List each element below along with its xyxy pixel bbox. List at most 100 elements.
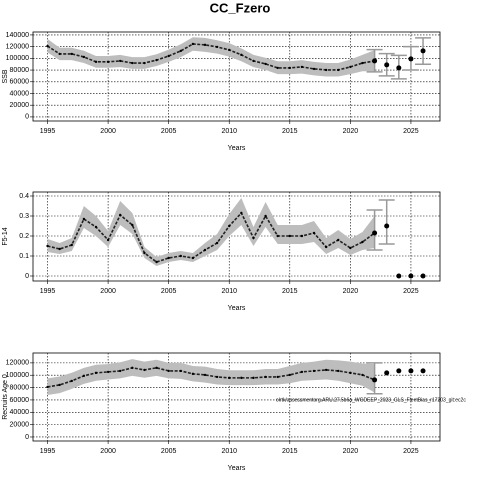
projection-point	[384, 223, 390, 229]
estimate-point	[264, 214, 267, 218]
estimate-point	[94, 371, 98, 375]
x-tick-label: 2020	[343, 288, 359, 295]
estimate-point	[300, 370, 304, 374]
estimate-point	[264, 62, 267, 66]
estimate-point	[119, 369, 122, 373]
y-tick-label: 20000	[10, 421, 30, 428]
estimate-point	[94, 60, 98, 64]
y-tick-label: 60000	[10, 79, 30, 86]
estimate-point	[215, 241, 219, 245]
estimate-point	[94, 225, 98, 229]
estimate-point	[361, 61, 364, 65]
estimate-point	[58, 247, 61, 251]
x-tick-label: 2000	[100, 128, 116, 135]
x-tick-label: 2015	[282, 448, 298, 455]
estimate-point	[119, 213, 122, 217]
x-tick-label: 2010	[221, 288, 237, 295]
x-tick-label: 2025	[403, 288, 419, 295]
estimate-point	[82, 374, 86, 378]
y-tick-label: 80000	[10, 384, 30, 391]
estimate-point	[337, 238, 340, 242]
projection-point	[372, 377, 378, 383]
estimate-point	[70, 379, 73, 383]
x-tick-label: 1995	[40, 288, 56, 295]
estimate-point	[300, 234, 304, 238]
estimate-point	[252, 236, 255, 240]
x-tick-label: 1995	[40, 448, 56, 455]
projection-point	[372, 58, 378, 64]
estimate-point	[58, 383, 61, 387]
estimate-point	[276, 66, 279, 70]
estimate-point	[288, 234, 291, 238]
y-axis-label: Recruits Age 0	[2, 374, 9, 420]
y-tick-label: 40000	[10, 409, 30, 416]
x-tick-label: 2025	[403, 448, 419, 455]
estimate-point	[82, 217, 86, 221]
estimate-point	[179, 254, 182, 258]
y-tick-label: 100000	[6, 372, 29, 379]
estimate-point	[264, 375, 267, 379]
estimate-point	[312, 67, 316, 71]
projection-point	[396, 273, 402, 279]
estimate-point	[324, 245, 328, 249]
annotation: olrtk/assessmentorg.ARU.27.5b6a_WGDEEP_2…	[276, 398, 466, 404]
estimate-point	[215, 375, 219, 379]
estimate-point	[119, 59, 122, 63]
figure-title: CC_Fzero	[210, 0, 271, 15]
x-tick-label: 1995	[40, 128, 56, 135]
projection-point	[420, 273, 426, 279]
estimate-point	[143, 251, 146, 255]
y-tick-label: 140000	[6, 32, 29, 39]
plot-frame	[32, 31, 441, 122]
estimate-point	[361, 240, 364, 244]
x-tick-label: 2000	[100, 288, 116, 295]
estimate-point	[252, 59, 255, 63]
y-tick-label: 100000	[6, 55, 29, 62]
x-tick-label: 2000	[100, 448, 116, 455]
x-axis-label: Years	[228, 305, 246, 312]
estimate-point	[143, 368, 146, 372]
estimate-point	[155, 260, 158, 264]
estimate-line	[47, 43, 375, 71]
estimate-point	[288, 373, 291, 377]
estimate-point	[349, 65, 352, 69]
estimate-point	[288, 66, 291, 70]
y-tick-label: 0	[25, 114, 29, 121]
x-tick-label: 2005	[161, 288, 177, 295]
x-tick-label: 2025	[403, 128, 419, 135]
estimate-point	[191, 256, 195, 260]
y-tick-label: 0	[25, 273, 29, 280]
estimate-point	[361, 373, 364, 377]
projection-point	[420, 48, 426, 54]
estimate-point	[179, 369, 182, 373]
estimate-point	[215, 45, 219, 49]
y-tick-label: 0.1	[19, 253, 29, 260]
estimate-point	[46, 44, 49, 48]
x-tick-label: 2005	[161, 448, 177, 455]
estimate-point	[167, 369, 170, 373]
estimate-line	[47, 211, 376, 263]
x-tick-label: 2010	[221, 448, 237, 455]
x-tick-label: 2015	[282, 128, 298, 135]
estimate-point	[191, 372, 195, 376]
estimate-point	[191, 42, 195, 46]
estimate-point	[155, 366, 158, 370]
estimate-point	[252, 376, 255, 380]
estimate-point	[312, 231, 316, 235]
estimate-point	[324, 368, 328, 372]
estimate-point	[131, 366, 134, 370]
estimate-point	[70, 52, 73, 56]
projection-point	[396, 368, 402, 374]
estimate-point	[143, 61, 146, 65]
x-axis-label: Years	[228, 145, 246, 152]
estimate-point	[106, 60, 110, 64]
confidence-band	[47, 198, 375, 266]
x-tick-label: 2020	[343, 128, 359, 135]
estimate-line	[47, 367, 375, 388]
y-tick-label: 40000	[10, 90, 30, 97]
estimate-point	[228, 48, 231, 52]
estimate-point	[203, 43, 207, 47]
estimate-point	[106, 370, 110, 374]
y-tick-label: 0	[25, 434, 29, 441]
projection-point	[408, 56, 414, 62]
